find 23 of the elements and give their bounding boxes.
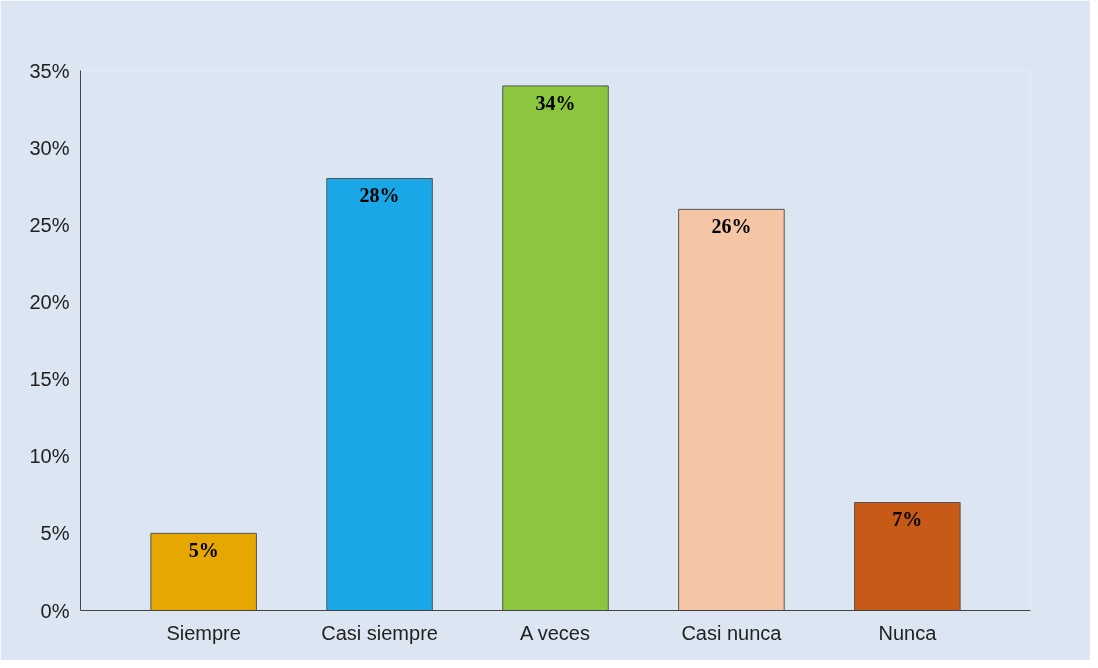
x-tick-label: A veces <box>519 621 590 644</box>
x-tick-label: Nunca <box>878 621 938 644</box>
data-label: 7% <box>892 508 923 531</box>
bar <box>678 208 785 611</box>
bar <box>326 178 433 611</box>
data-label: 34% <box>535 91 576 114</box>
y-tick-label: 5% <box>40 522 70 545</box>
x-tick-label: Siempre <box>166 621 241 644</box>
bar <box>854 502 961 611</box>
y-tick-label: 25% <box>29 213 70 236</box>
bar <box>502 85 609 611</box>
y-tick-label: 30% <box>29 136 70 159</box>
data-label: 28% <box>359 184 400 207</box>
y-tick-label: 0% <box>40 599 70 622</box>
x-tick-label: Casi siempre <box>321 621 438 644</box>
y-tick-label: 15% <box>29 368 70 391</box>
data-label: 26% <box>711 215 752 238</box>
y-tick-label: 35% <box>29 59 70 82</box>
data-label: 5% <box>188 539 219 562</box>
y-tick-label: 20% <box>29 290 70 313</box>
bar <box>150 532 257 611</box>
x-tick-label: Casi nunca <box>681 621 783 644</box>
y-tick-label: 10% <box>29 445 70 468</box>
